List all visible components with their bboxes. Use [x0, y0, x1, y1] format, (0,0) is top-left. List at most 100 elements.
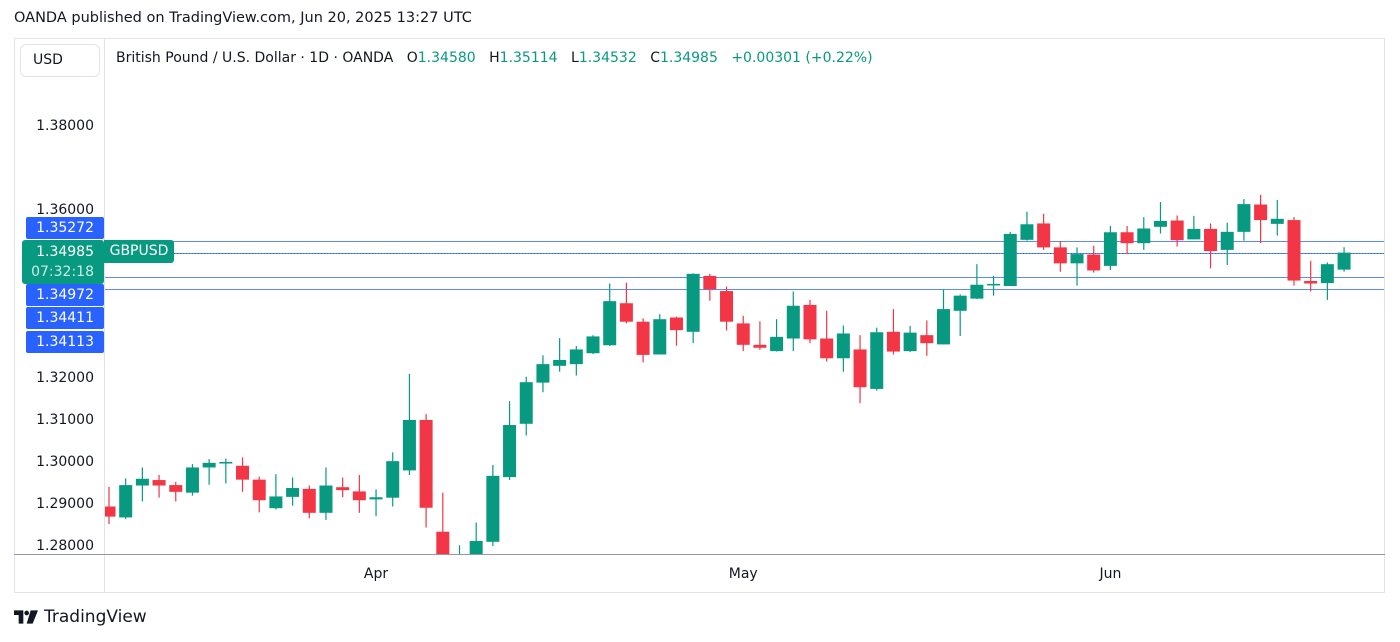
- candle[interactable]: [603, 283, 617, 347]
- candle[interactable]: [937, 289, 950, 345]
- candle[interactable]: [803, 299, 817, 344]
- candle[interactable]: [1053, 241, 1067, 272]
- candle[interactable]: [1120, 225, 1134, 255]
- candle[interactable]: [1204, 223, 1218, 269]
- candle-body: [1237, 204, 1251, 232]
- tradingview-logo[interactable]: TradingView: [14, 607, 147, 627]
- candle[interactable]: [970, 264, 984, 300]
- candle[interactable]: [453, 545, 466, 571]
- candle-body: [369, 497, 383, 500]
- candle-body: [1220, 231, 1234, 250]
- price-line-label[interactable]: 1.34972: [26, 284, 104, 306]
- candle[interactable]: [720, 286, 734, 331]
- candle[interactable]: [870, 327, 884, 391]
- candle[interactable]: [703, 273, 717, 301]
- candle[interactable]: [469, 522, 483, 560]
- candle[interactable]: [352, 475, 366, 513]
- current-price: 1.34985: [36, 244, 94, 260]
- candle[interactable]: [1287, 217, 1301, 286]
- candle[interactable]: [1320, 262, 1334, 300]
- candle[interactable]: [1137, 217, 1151, 250]
- candle[interactable]: [119, 478, 133, 520]
- chart-frame: [14, 38, 1385, 593]
- candle[interactable]: [419, 414, 433, 528]
- candle[interactable]: [202, 459, 216, 485]
- candle[interactable]: [619, 282, 633, 324]
- candle[interactable]: [519, 376, 533, 436]
- candle[interactable]: [386, 452, 400, 507]
- candle[interactable]: [1220, 222, 1234, 266]
- candle[interactable]: [636, 318, 650, 363]
- price-line-label[interactable]: 1.35272: [26, 217, 104, 239]
- candle-body: [286, 488, 300, 497]
- candle[interactable]: [302, 485, 316, 519]
- candle[interactable]: [836, 325, 850, 372]
- candle[interactable]: [1270, 199, 1284, 236]
- candle[interactable]: [1237, 199, 1251, 241]
- currency-button[interactable]: USD: [20, 44, 100, 77]
- candle[interactable]: [219, 458, 233, 484]
- x-tick-label: Apr: [363, 566, 389, 582]
- candle[interactable]: [1103, 225, 1117, 271]
- y-tick-label: 1.31000: [36, 412, 94, 428]
- candle[interactable]: [753, 321, 767, 350]
- bar-countdown: 07:32:18: [31, 264, 94, 280]
- candle[interactable]: [1037, 213, 1051, 250]
- candle[interactable]: [1254, 194, 1268, 244]
- candle[interactable]: [1337, 247, 1351, 272]
- close-value: 1.34985: [659, 50, 718, 66]
- candle-body: [937, 309, 950, 345]
- candle[interactable]: [286, 477, 300, 506]
- candle[interactable]: [169, 481, 183, 502]
- candle[interactable]: [152, 475, 166, 498]
- candle[interactable]: [586, 335, 600, 355]
- candle[interactable]: [135, 467, 149, 502]
- candle[interactable]: [653, 314, 667, 355]
- candle[interactable]: [886, 309, 900, 355]
- candle-body: [786, 305, 800, 339]
- candle[interactable]: [770, 319, 784, 352]
- price-lines: [105, 241, 1384, 290]
- candle[interactable]: [987, 275, 1001, 296]
- candle[interactable]: [1070, 247, 1084, 286]
- price-line-label[interactable]: 1.34411: [26, 307, 104, 329]
- candle[interactable]: [336, 477, 350, 498]
- candle[interactable]: [920, 320, 934, 356]
- candle[interactable]: [319, 467, 333, 520]
- candle[interactable]: [1003, 231, 1017, 287]
- candle[interactable]: [669, 316, 683, 346]
- candle[interactable]: [820, 310, 834, 362]
- candle-body: [135, 478, 149, 486]
- candle-body: [352, 491, 366, 501]
- candle[interactable]: [536, 355, 550, 393]
- candle[interactable]: [402, 373, 416, 476]
- candle[interactable]: [686, 273, 700, 344]
- candle-body: [586, 336, 600, 354]
- candle[interactable]: [503, 401, 517, 481]
- candle[interactable]: [1087, 245, 1101, 273]
- candle[interactable]: [736, 315, 750, 352]
- candle[interactable]: [269, 474, 283, 510]
- candle[interactable]: [486, 464, 500, 546]
- candle[interactable]: [786, 291, 800, 352]
- candle[interactable]: [903, 325, 917, 352]
- candle[interactable]: [185, 464, 199, 496]
- candle[interactable]: [369, 489, 383, 517]
- candle[interactable]: [953, 294, 967, 336]
- candle[interactable]: [1170, 215, 1184, 247]
- candle[interactable]: [103, 486, 116, 525]
- candle[interactable]: [252, 476, 266, 513]
- candle[interactable]: [236, 457, 250, 492]
- candle[interactable]: [553, 338, 567, 372]
- candle[interactable]: [1187, 215, 1201, 240]
- candle[interactable]: [436, 492, 450, 584]
- candle[interactable]: [1153, 202, 1167, 234]
- price-line-label[interactable]: 1.34113: [26, 331, 104, 353]
- candle[interactable]: [569, 346, 583, 376]
- candle[interactable]: [1304, 260, 1318, 292]
- candle[interactable]: [1020, 211, 1034, 241]
- candle-body: [703, 275, 717, 290]
- candle[interactable]: [853, 335, 867, 404]
- candle-body: [269, 496, 283, 509]
